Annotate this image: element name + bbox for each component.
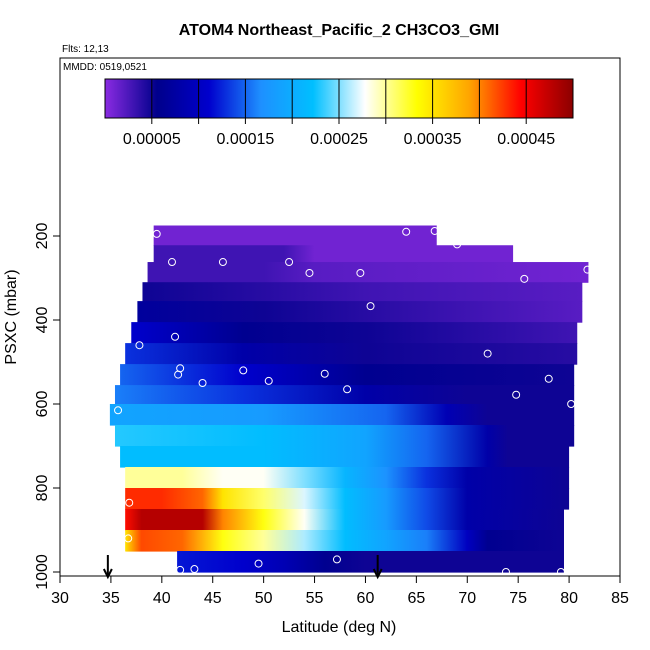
heatmap-band <box>125 343 578 365</box>
x-tick-label: 35 <box>102 590 120 607</box>
heatmap-band <box>153 245 514 263</box>
observation-point <box>430 226 439 235</box>
heatmap-band <box>125 488 570 510</box>
heatmap-band <box>120 364 575 386</box>
x-axis-label: Latitude (deg N) <box>282 619 397 636</box>
observation-point <box>583 265 592 274</box>
observation-point <box>254 559 263 568</box>
observation-point <box>366 302 375 311</box>
y-tick-label: 200 <box>34 223 51 250</box>
observation-point <box>239 366 248 375</box>
heatmap-band <box>120 446 570 468</box>
observation-point <box>332 555 341 564</box>
observation-point <box>512 390 521 399</box>
observation-point <box>190 565 199 574</box>
y-tick-label: 800 <box>34 475 51 502</box>
x-tick-label: 75 <box>509 590 527 607</box>
observation-point <box>453 240 462 249</box>
heatmap-band <box>147 262 589 283</box>
x-tick-label: 70 <box>458 590 476 607</box>
heatmap-band <box>177 551 564 573</box>
observation-point <box>402 227 411 236</box>
observation-point <box>567 400 576 408</box>
y-axis: 200 400 600 800 1000 <box>34 223 61 590</box>
heatmap-band <box>114 425 575 447</box>
x-tick-label: 55 <box>306 590 324 607</box>
heatmap-layer <box>109 225 589 573</box>
x-tick-label: 85 <box>611 590 629 607</box>
colorbar-ticks: 0.00005 0.00015 0.00025 0.00035 0.00045 <box>123 79 555 148</box>
y-tick-label: 600 <box>34 391 51 418</box>
observation-point <box>124 534 133 543</box>
heatmap-band <box>137 301 583 323</box>
heatmap-band <box>131 322 578 344</box>
colorbar-tick-label: 0.00005 <box>123 131 181 148</box>
arrow-head <box>102 568 113 580</box>
chart-title: ATOM4 Northeast_Pacific_2 CH3CO3_GMI <box>179 22 499 39</box>
arrows-layer <box>102 555 383 580</box>
observation-point <box>152 229 161 238</box>
observation-point <box>320 369 329 378</box>
x-axis: 30 35 40 45 50 55 60 65 70 75 80 85 <box>51 575 629 607</box>
y-tick-label: 1000 <box>34 554 51 590</box>
observation-point <box>343 385 352 394</box>
heatmap-band <box>153 225 437 246</box>
observation-point <box>305 268 314 277</box>
observation-point <box>264 376 273 385</box>
observation-point <box>120 551 129 560</box>
observation-point <box>176 565 185 574</box>
heatmap-band <box>125 509 564 531</box>
heatmap-band <box>125 530 564 552</box>
observation-point <box>114 406 123 415</box>
arrow-head <box>372 568 383 580</box>
heatmap-band <box>125 467 570 489</box>
colorbar-tick-label: 0.00025 <box>310 131 368 148</box>
x-tick-label: 60 <box>357 590 375 607</box>
x-tick-label: 40 <box>153 590 171 607</box>
observation-point <box>135 341 144 350</box>
observation-point <box>356 268 365 277</box>
colorbar-tick-label: 0.00015 <box>216 131 274 148</box>
x-tick-label: 80 <box>560 590 578 607</box>
colorbar-tick-label: 0.00035 <box>404 131 462 148</box>
observation-point <box>285 258 294 267</box>
date-annotation: MMDD: 0519,0521 <box>63 62 147 73</box>
observation-point <box>171 332 180 341</box>
heatmap-band <box>114 385 575 405</box>
x-tick-label: 50 <box>255 590 273 607</box>
x-tick-label: 65 <box>407 590 425 607</box>
observation-point <box>520 274 529 283</box>
observation-point <box>198 379 207 387</box>
y-axis-label: PSXC (mbar) <box>3 269 20 364</box>
observation-point <box>544 374 553 383</box>
heatmap-band <box>142 282 583 302</box>
flights-annotation: Flts: 12,13 <box>62 44 109 55</box>
y-tick-label: 400 <box>34 307 51 334</box>
observation-point <box>174 370 183 379</box>
observation-point <box>483 349 492 358</box>
colorbar-tick-label: 0.00045 <box>497 131 555 148</box>
observation-point <box>218 258 227 267</box>
observation-point <box>125 498 134 507</box>
x-tick-label: 30 <box>51 590 69 607</box>
heatmap-band <box>109 404 575 426</box>
observation-points <box>114 226 592 576</box>
x-tick-label: 45 <box>204 590 222 607</box>
observation-point <box>168 258 176 267</box>
